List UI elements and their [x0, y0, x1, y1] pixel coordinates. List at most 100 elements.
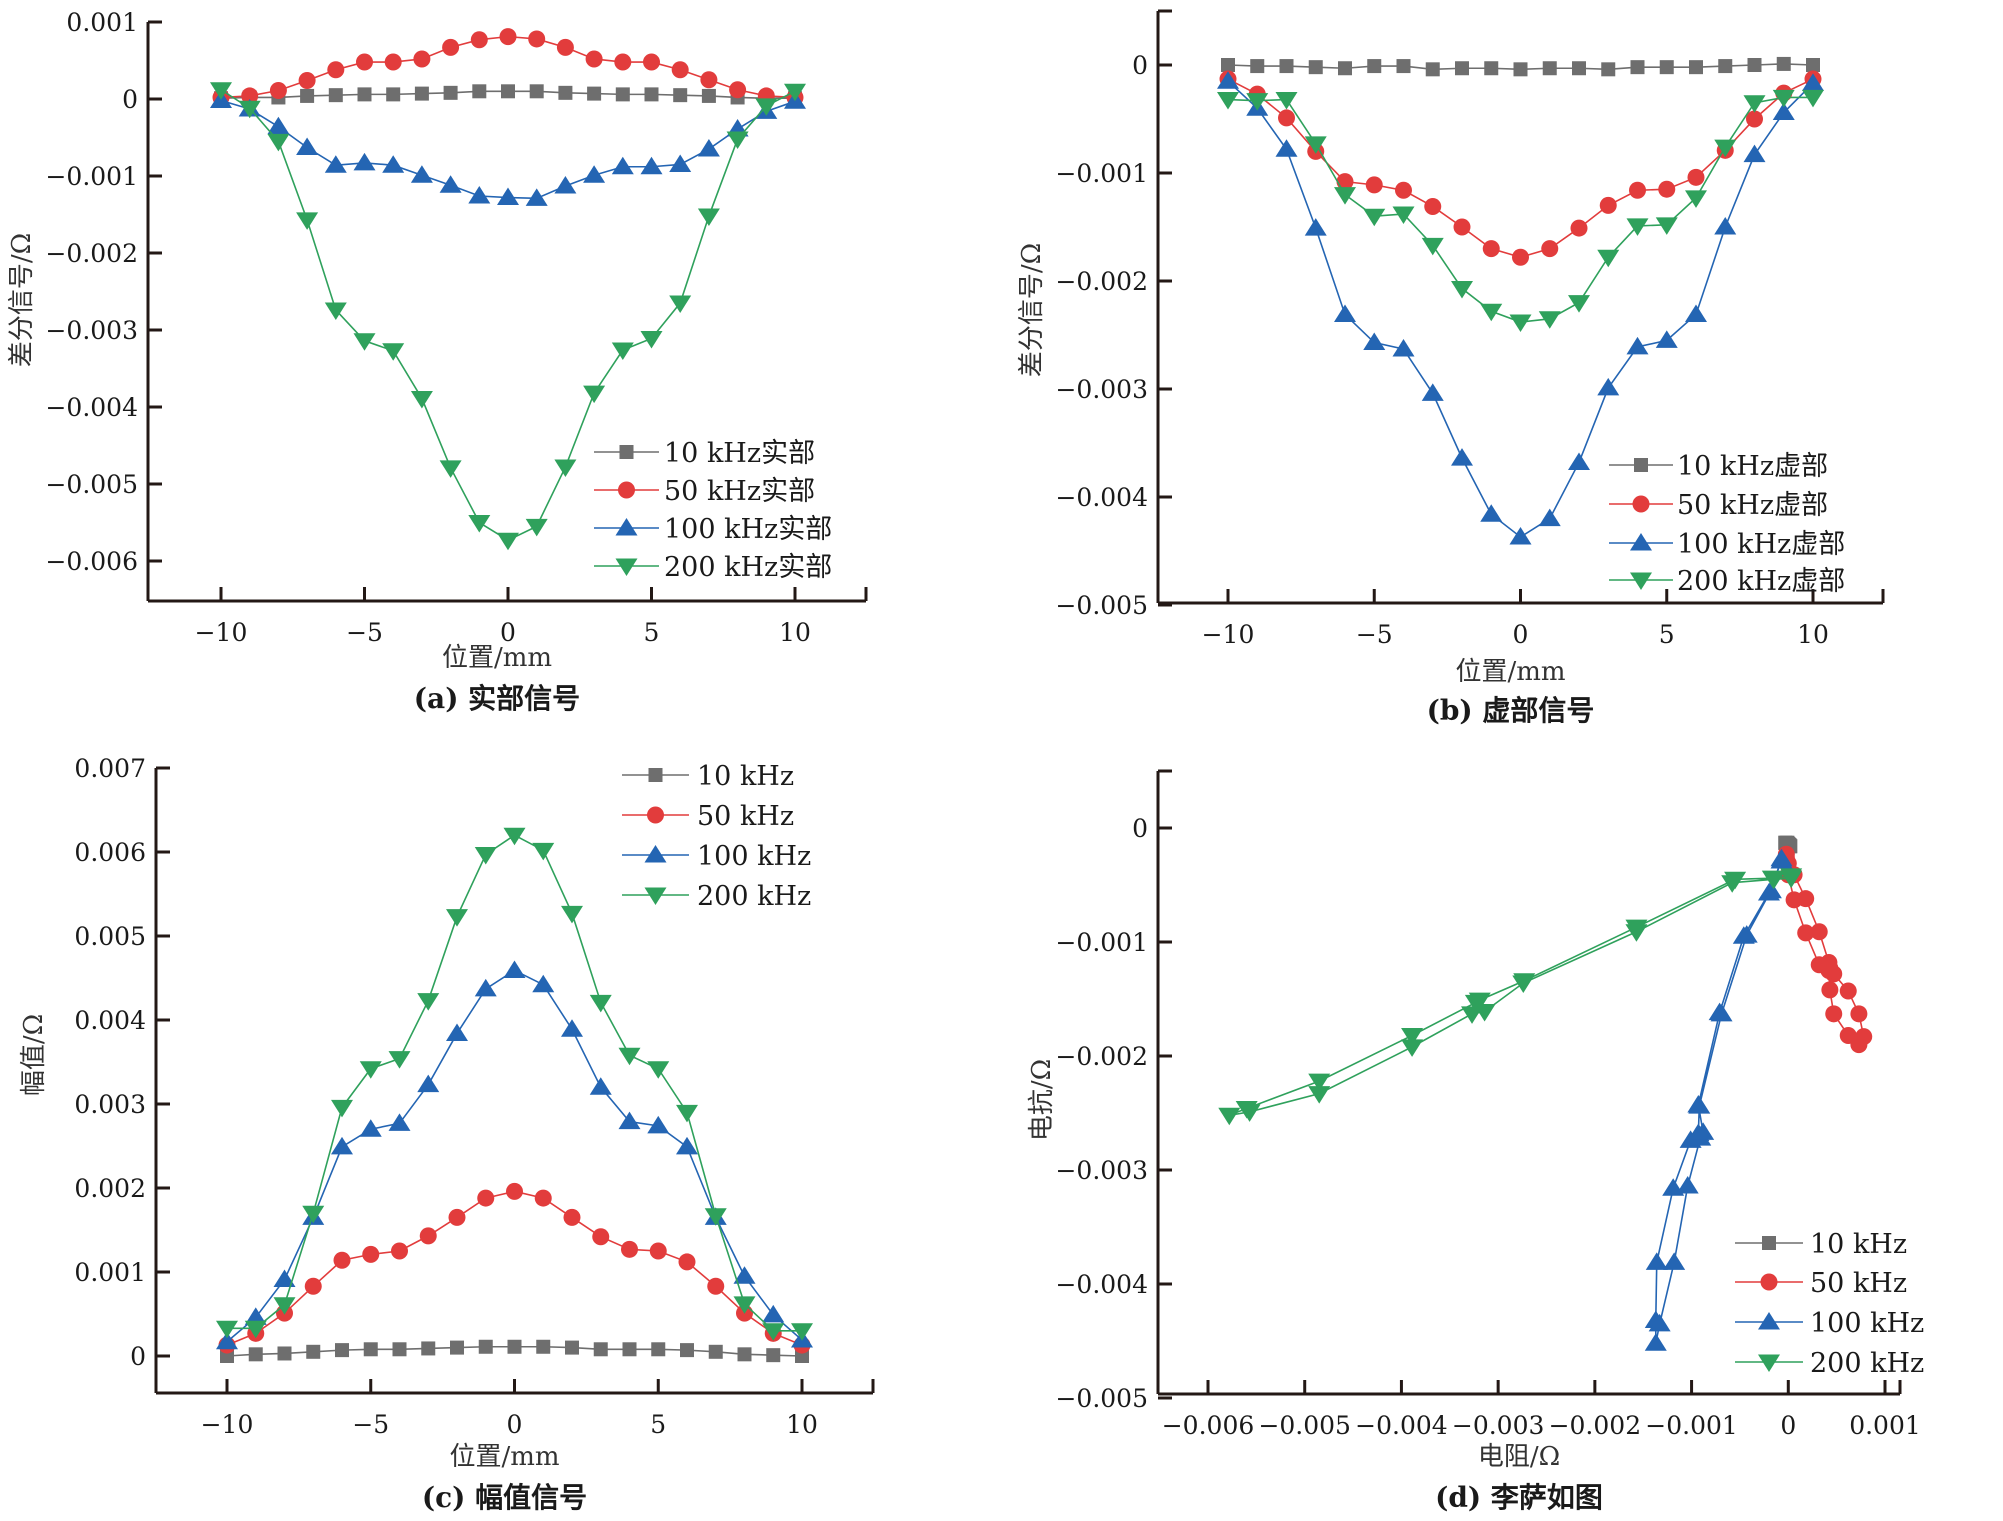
- data-point: [651, 1342, 666, 1357]
- data-point: [474, 978, 497, 997]
- data-point: [561, 1019, 583, 1037]
- data-point: [1392, 206, 1415, 225]
- y-tick-label: 0: [122, 85, 138, 114]
- data-point: [410, 165, 433, 183]
- data-point: [1761, 870, 1784, 889]
- data-point: [1714, 139, 1737, 158]
- data-point: [1363, 208, 1386, 227]
- data-point: [296, 212, 319, 230]
- data-point: [700, 71, 718, 89]
- data-point: [525, 518, 548, 537]
- data-point: [302, 1205, 325, 1224]
- series-10khz: [1221, 56, 1820, 77]
- data-point: [1421, 383, 1444, 401]
- data-point: [1568, 452, 1590, 470]
- data-point: [671, 61, 689, 79]
- data-point: [478, 1339, 493, 1354]
- legend-marker: [644, 845, 667, 863]
- data-point: [388, 1113, 411, 1131]
- y-axis-label: 幅值/Ω: [19, 1014, 49, 1096]
- legend-label: 200 kHz: [697, 881, 811, 912]
- data-point: [536, 1339, 551, 1354]
- data-point: [1217, 71, 1239, 89]
- data-point: [501, 84, 515, 99]
- data-point: [472, 84, 487, 99]
- legend-item: 100 kHz: [622, 841, 811, 872]
- panel-a-real-signal: 0.001 0 −0.001 −0.002 −0.003 −0.004 −0.005 −0.0…: [7, 8, 868, 715]
- data-point: [1625, 919, 1648, 938]
- series-200khz: [216, 827, 813, 1341]
- data-point: [1334, 304, 1356, 322]
- data-point: [697, 139, 720, 157]
- data-point: [1724, 871, 1747, 890]
- data-point: [707, 1277, 725, 1295]
- panel-caption: (b) 虚部信号: [1427, 694, 1595, 727]
- data-point: [1743, 95, 1766, 113]
- series-100khz: [216, 960, 813, 1350]
- legend-marker: [1762, 1236, 1776, 1250]
- data-point: [248, 1347, 263, 1362]
- data-point: [392, 1342, 407, 1357]
- y-tick-label: 0.005: [74, 922, 146, 951]
- data-point: [1363, 332, 1386, 351]
- x-tick-label: 10: [779, 618, 811, 647]
- data-point: [1772, 102, 1795, 121]
- data-point: [328, 88, 343, 103]
- data-point: [640, 156, 663, 175]
- panel-caption: (a) 实部信号: [414, 682, 580, 715]
- data-point: [622, 1342, 637, 1357]
- data-point: [417, 1074, 440, 1093]
- data-point: [417, 993, 440, 1011]
- data-point: [611, 342, 634, 361]
- data-point: [643, 53, 660, 71]
- y-tick-label: −0.001: [1055, 928, 1148, 957]
- legend-marker: [1632, 495, 1650, 513]
- data-point: [391, 1242, 408, 1260]
- data-point: [1810, 923, 1828, 941]
- y-tick-label: −0.002: [1055, 267, 1148, 296]
- x-tick-label: −0.006: [1162, 1411, 1255, 1440]
- data-point: [1630, 60, 1645, 75]
- data-point: [363, 1342, 378, 1357]
- panel-c-amplitude-signal: 0.007 0.006 0.005 0.004 0.003 0.002 0.001 0 −10 −…: [19, 754, 875, 1514]
- x-tick-label: 0: [1513, 620, 1529, 649]
- data-point: [335, 1343, 349, 1358]
- data-point: [1484, 61, 1499, 76]
- data-point: [419, 1227, 437, 1245]
- data-point: [676, 1136, 698, 1155]
- data-point: [1648, 1313, 1671, 1332]
- y-axis-label: 差分信号/Ω: [7, 233, 37, 367]
- data-point: [468, 186, 491, 204]
- data-point: [583, 385, 606, 404]
- data-point: [621, 1240, 638, 1258]
- data-point: [1509, 526, 1532, 545]
- data-point: [1568, 295, 1590, 313]
- data-point: [1480, 504, 1503, 522]
- legend-item: 200 kHz实部: [594, 552, 832, 583]
- x-tick-label: −0.003: [1452, 1411, 1545, 1440]
- data-point: [611, 156, 634, 175]
- data-point: [1629, 181, 1646, 199]
- data-point: [1424, 197, 1442, 215]
- data-point: [439, 175, 462, 193]
- x-tick-label: 0: [1780, 1411, 1796, 1440]
- data-point: [678, 1253, 696, 1271]
- data-point: [244, 1307, 267, 1325]
- data-point: [673, 88, 688, 103]
- panel-caption: (d) 李萨如图: [1435, 1481, 1603, 1514]
- data-point: [241, 87, 259, 105]
- data-point: [618, 1047, 641, 1066]
- data-point: [528, 30, 546, 48]
- data-point: [1655, 217, 1678, 235]
- data-point: [333, 1251, 351, 1269]
- data-point: [1626, 218, 1649, 236]
- y-tick-label: −0.002: [45, 239, 138, 268]
- data-point: [1797, 924, 1815, 942]
- legend-label: 100 kHz: [1810, 1308, 1924, 1339]
- data-point: [585, 50, 603, 68]
- data-point: [1687, 1095, 1710, 1113]
- legend-marker: [615, 558, 638, 576]
- y-tick-label: 0: [1132, 51, 1148, 80]
- data-point: [647, 1115, 670, 1134]
- x-axis-label: 位置/mm: [1455, 657, 1565, 687]
